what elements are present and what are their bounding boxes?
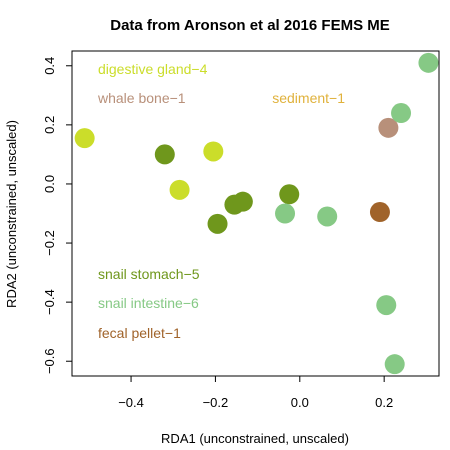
- chart-title: Data from Aronson et al 2016 FEMS ME: [110, 17, 390, 34]
- plot-frame: [71, 50, 440, 377]
- y-axis-label: RDA2 (unconstrained, unscaled): [4, 120, 19, 308]
- y-tick-label: −0.4: [42, 289, 57, 315]
- data-point: [279, 184, 300, 205]
- legend-entry: snail stomach−5: [98, 266, 200, 282]
- y-tick-label: −0.6: [42, 348, 57, 374]
- x-axis: −0.4 −0.2 0.0 0.2: [118, 376, 393, 410]
- legend-entry: whale bone−1: [97, 90, 186, 106]
- legend-entry: fecal pellet−1: [98, 325, 181, 341]
- legend: digestive gland−4 whale bone−1 sediment−1 s…: [97, 61, 345, 341]
- data-point: [275, 203, 296, 224]
- data-point: [376, 295, 397, 316]
- data-point: [378, 117, 399, 138]
- x-tick-label: −0.2: [203, 395, 229, 410]
- data-point: [384, 354, 405, 375]
- data-point: [154, 144, 175, 165]
- y-tick-label: 0.4: [42, 57, 57, 75]
- legend-entry: digestive gland−4: [98, 61, 208, 77]
- data-point: [203, 141, 224, 162]
- y-tick-label: 0.2: [42, 116, 57, 134]
- data-point: [369, 202, 390, 223]
- legend-entry: sediment−1: [272, 90, 345, 106]
- data-point: [418, 52, 439, 73]
- x-tick-label: 0.0: [291, 395, 309, 410]
- data-point: [74, 128, 95, 149]
- legend-entry: snail intestine−6: [98, 295, 199, 311]
- y-tick-label: −0.2: [42, 230, 57, 256]
- data-point: [232, 191, 253, 212]
- data-point: [317, 206, 338, 227]
- data-point: [169, 179, 190, 200]
- data-point: [391, 103, 412, 124]
- data-points: [74, 52, 439, 375]
- y-tick-label: 0.0: [42, 175, 57, 193]
- x-axis-label: RDA1 (unconstrained, unscaled): [161, 431, 349, 446]
- data-point: [207, 213, 228, 234]
- x-tick-label: −0.4: [118, 395, 144, 410]
- x-tick-label: 0.2: [375, 395, 393, 410]
- y-axis: −0.6 −0.4 −0.2 0.0 0.2 0.4: [42, 57, 72, 374]
